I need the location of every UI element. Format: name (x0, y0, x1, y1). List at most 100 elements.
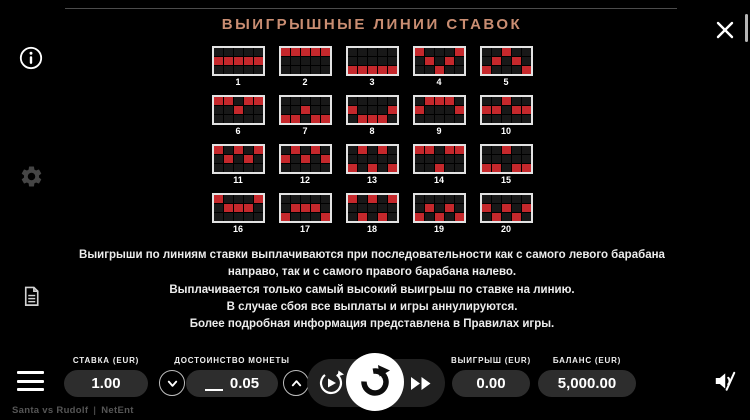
payline-cell (310, 164, 320, 172)
payline-cell (521, 195, 531, 203)
bet-display: СТАВКА (EUR) 1.00 (64, 356, 148, 397)
payline-cell (377, 204, 387, 212)
payline-cell (454, 57, 464, 65)
speaker-muted-icon (715, 371, 736, 391)
payline-number: 18 (366, 224, 377, 234)
payline-cell (243, 48, 253, 56)
payline-cell (377, 155, 387, 163)
payline-cell (223, 57, 233, 65)
payline-cell (414, 115, 424, 123)
payline-diagram: 14 (412, 144, 466, 185)
payline-cell (454, 115, 464, 123)
payline-cell (454, 155, 464, 163)
settings-tab-button[interactable] (17, 162, 45, 190)
payline-cell (347, 106, 357, 114)
payline-cell (521, 97, 531, 105)
payline-cell (347, 204, 357, 212)
coin-value-decrease-button[interactable] (159, 370, 185, 396)
payline-cell (290, 48, 300, 56)
bet-label: СТАВКА (EUR) (72, 356, 140, 365)
payline-pattern (211, 95, 265, 125)
payline-cell (501, 97, 511, 105)
payline-cell (454, 66, 464, 74)
payline-cell (454, 48, 464, 56)
payline-cell (434, 57, 444, 65)
payline-cell (253, 66, 263, 74)
autoplay-button[interactable] (309, 359, 353, 407)
payline-pattern (211, 144, 265, 174)
payline-cell (223, 48, 233, 56)
payline-cell (280, 48, 290, 56)
rules-text: Выигрыши по линиям ставки выплачиваются … (72, 247, 672, 333)
payline-diagram: 15 (479, 144, 533, 185)
payline-cell (310, 97, 320, 105)
payline-cell (367, 66, 377, 74)
payline-cell (481, 97, 491, 105)
payline-pattern (345, 144, 399, 174)
coin-value: 0.05 (229, 375, 260, 392)
payline-cell (481, 164, 491, 172)
balance-label: БАЛАНС (EUR) (552, 356, 622, 365)
payline-cell (253, 146, 263, 154)
payline-cell (253, 106, 263, 114)
payline-cell (213, 115, 223, 123)
menu-button[interactable] (17, 370, 44, 392)
coin-value-increase-button[interactable] (283, 370, 309, 396)
payline-cell (233, 97, 243, 105)
payline-cell (521, 66, 531, 74)
payline-cell (347, 66, 357, 74)
payline-cell (300, 115, 310, 123)
payline-cell (223, 97, 233, 105)
payline-cell (290, 66, 300, 74)
payline-cell (491, 115, 501, 123)
payline-diagram: 9 (412, 95, 466, 136)
payline-cell (280, 66, 290, 74)
payline-cell (347, 164, 357, 172)
payline-cell (511, 204, 521, 212)
payline-cell (377, 48, 387, 56)
payline-cell (233, 213, 243, 221)
panel-top-divider (65, 8, 677, 9)
payline-cell (491, 57, 501, 65)
payline-cell (320, 97, 330, 105)
payline-cell (491, 195, 501, 203)
payline-cell (454, 164, 464, 172)
payline-cell (253, 115, 263, 123)
payline-cell (511, 48, 521, 56)
control-bar: СТАВКА (EUR) 1.00 ДОСТОИНСТВО МОНЕТЫ 0.0… (0, 352, 750, 420)
payline-cell (501, 195, 511, 203)
payline-cell (444, 164, 454, 172)
payline-cell (253, 204, 263, 212)
fast-forward-button[interactable] (399, 359, 443, 407)
payline-cell (367, 204, 377, 212)
help-sidebar (0, 0, 60, 352)
payline-cell (300, 106, 310, 114)
coin-value-pill: 0.05 (186, 370, 278, 397)
spin-button[interactable] (346, 353, 404, 411)
payline-cell (300, 48, 310, 56)
payline-cell (357, 57, 367, 65)
payline-cell (434, 146, 444, 154)
payline-cell (377, 97, 387, 105)
payline-cell (377, 195, 387, 203)
close-button[interactable] (712, 18, 738, 44)
payline-cell (434, 204, 444, 212)
game-rules-tab-button[interactable] (17, 282, 45, 310)
scrollbar-thumb[interactable] (745, 14, 748, 42)
payline-cell (320, 106, 330, 114)
payline-cell (501, 48, 511, 56)
payline-cell (414, 204, 424, 212)
payline-number: 4 (436, 77, 442, 87)
payline-cell (501, 164, 511, 172)
payline-number: 9 (436, 126, 442, 136)
payline-cell (347, 97, 357, 105)
payline-cell (300, 155, 310, 163)
payline-cell (253, 57, 263, 65)
payline-cell (223, 146, 233, 154)
payline-cell (233, 115, 243, 123)
payline-diagram: 5 (479, 46, 533, 87)
sound-toggle-button[interactable] (711, 368, 739, 396)
payline-cell (454, 204, 464, 212)
info-tab-button[interactable] (17, 44, 45, 72)
payline-cell (434, 48, 444, 56)
